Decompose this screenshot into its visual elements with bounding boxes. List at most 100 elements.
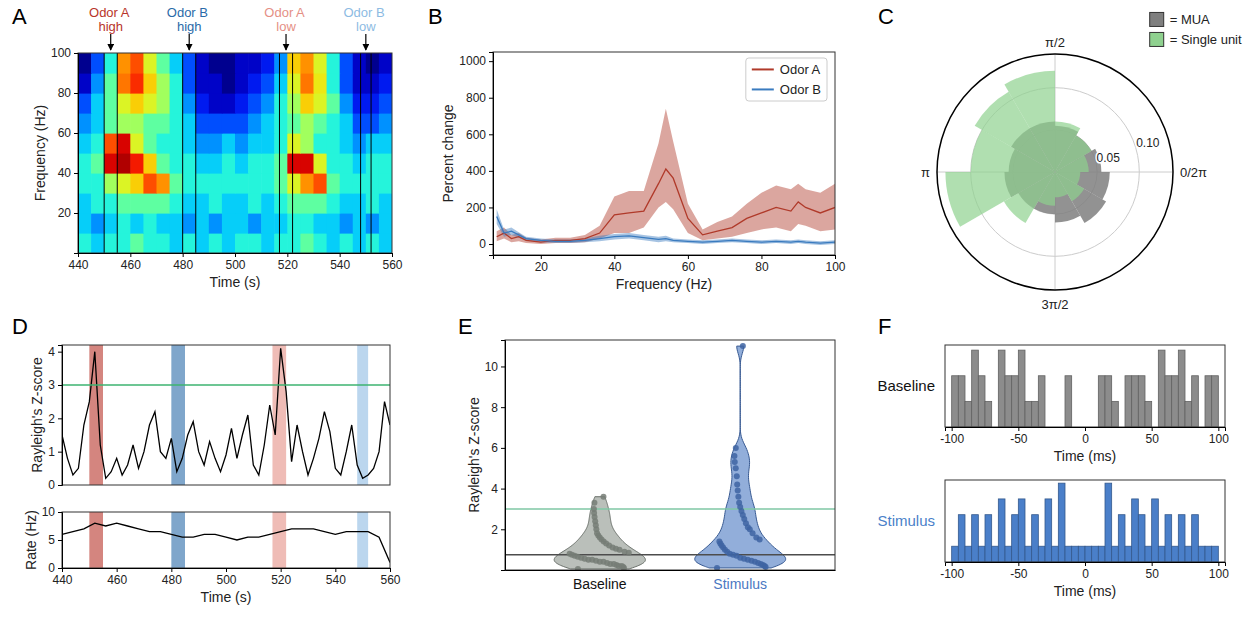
- heat-cell: [353, 53, 367, 74]
- tick-label: 500: [216, 573, 236, 587]
- bar: [1205, 376, 1212, 427]
- bar: [985, 515, 992, 562]
- tick-mark: [761, 255, 762, 259]
- tick: 520: [278, 253, 298, 272]
- axis-line: [946, 563, 1226, 567]
- tick-label: Stimulus: [713, 576, 767, 592]
- figure: Odor A highOdor B highOdor A lowOdor B l…: [0, 0, 1250, 619]
- tick-label: π: [921, 165, 930, 180]
- heat-cell: [91, 153, 105, 174]
- legend-swatch: [1150, 12, 1164, 26]
- heat-cell: [209, 53, 223, 74]
- tick-mark: [130, 253, 131, 257]
- annotation-arrow: [365, 34, 366, 50]
- axis-line: [506, 570, 836, 571]
- heat-cell: [287, 73, 301, 94]
- heat-cell: [248, 53, 262, 74]
- heat-cell: [91, 213, 105, 234]
- point: [732, 459, 738, 465]
- point: [591, 500, 597, 506]
- polar-bar: [971, 130, 1055, 172]
- legend-label: = Single unit: [1170, 32, 1242, 47]
- tick-label: 0: [1082, 567, 1089, 581]
- heat-cell: [196, 173, 210, 194]
- tick-label: 480: [162, 573, 182, 587]
- heat-cell: [287, 213, 301, 234]
- axis: 440460480500520540560: [52, 568, 400, 587]
- heat-cell: [117, 93, 131, 114]
- tick-mark: [1018, 562, 1019, 566]
- bar: [1192, 515, 1199, 562]
- legend-swatch: [752, 68, 774, 70]
- heat-cell: [261, 113, 275, 134]
- event-line: [279, 53, 280, 253]
- tick: 60: [58, 126, 78, 140]
- bar: [1158, 546, 1165, 562]
- tick: 1000: [459, 54, 493, 68]
- bar: [1198, 546, 1205, 562]
- heat-cell: [117, 233, 131, 253]
- bar: [1125, 376, 1132, 427]
- tick-mark: [58, 418, 62, 419]
- panel: -100-50050100Time (ms)Stimulus: [877, 480, 1229, 599]
- heat-cell: [130, 113, 144, 134]
- axis-line: [79, 254, 393, 258]
- heat-cell: [143, 73, 157, 94]
- tick: -50: [1010, 562, 1028, 581]
- tick-label: 100: [51, 46, 71, 60]
- legend: Odor AOdor B: [746, 58, 827, 101]
- annotation-line: low: [356, 19, 376, 34]
- heat-cell: [274, 213, 288, 234]
- heat-cell: [91, 133, 105, 154]
- axis-title: Rayleigh's Z-score: [466, 397, 482, 513]
- plot-frame: [62, 512, 390, 568]
- heat-cell: [209, 73, 223, 94]
- panel: 4404604805005205405600510Time (s)Rate (H…: [23, 505, 401, 604]
- annotation: Odor A low: [264, 5, 307, 34]
- tick: 1: [48, 445, 62, 459]
- bar: [952, 546, 959, 562]
- heat-cell: [104, 153, 118, 174]
- axis-title: Frequency (Hz): [32, 105, 48, 201]
- heat-cell: [248, 193, 262, 214]
- bar: [998, 499, 1005, 562]
- tick: 50: [1145, 427, 1159, 446]
- violin: [554, 497, 645, 569]
- tick-label: 3: [48, 378, 55, 392]
- bar: [1165, 376, 1172, 427]
- heat-cell: [196, 133, 210, 154]
- heat-cell: [327, 53, 341, 74]
- heat-cell: [340, 173, 354, 194]
- heat-cell: [353, 73, 367, 94]
- tick-mark: [489, 171, 493, 172]
- tick: 540: [330, 253, 350, 272]
- event-line: [195, 53, 196, 253]
- stimulus-window: [272, 512, 286, 568]
- heat-cell: [379, 113, 392, 134]
- bar: [958, 515, 965, 562]
- bar: [1052, 546, 1059, 562]
- heat-cell: [104, 73, 118, 94]
- heat-cell: [91, 73, 105, 94]
- heat-cell: [314, 153, 328, 174]
- bar: [1112, 546, 1119, 562]
- tick-label: 80: [58, 86, 72, 100]
- tick-mark: [281, 568, 282, 572]
- heat-cell: [340, 73, 354, 94]
- heat-cell: [183, 113, 197, 134]
- bar: [1172, 376, 1179, 427]
- tick-label: π/2: [1045, 35, 1065, 50]
- tick-label: 560: [380, 573, 400, 587]
- annotation-line: high: [98, 19, 123, 34]
- heat-cell: [78, 73, 92, 94]
- heat-cell: [327, 153, 341, 174]
- heat-cell: [222, 113, 236, 134]
- reference-line: [505, 554, 835, 556]
- bar: [1092, 546, 1099, 562]
- heat-cell: [340, 153, 354, 174]
- bar: [1212, 546, 1219, 562]
- heat-cell: [235, 113, 249, 134]
- line: [62, 523, 390, 562]
- tick-mark: [226, 568, 227, 572]
- heat-cell: [209, 193, 223, 214]
